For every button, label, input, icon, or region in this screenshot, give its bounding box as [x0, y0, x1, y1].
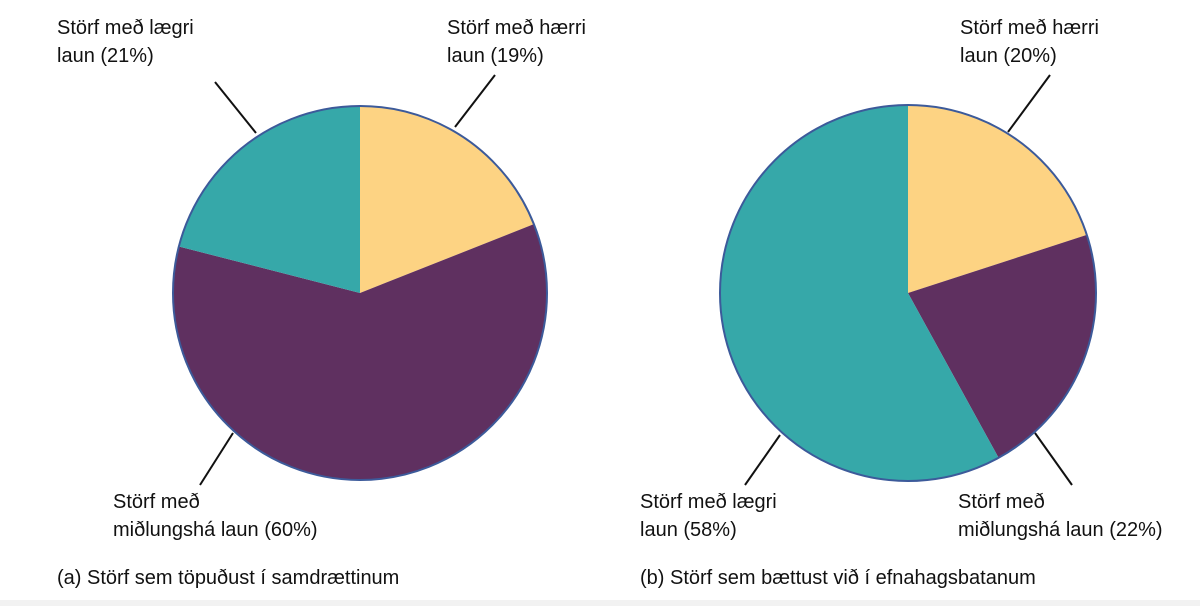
pie-slice: [908, 234, 1096, 458]
leader-line: [214, 81, 257, 134]
chart-caption: (b) Störf sem bættust við í efnahagsbata…: [640, 566, 1036, 590]
slice-label: Störf með lægri laun (58%): [640, 488, 777, 544]
caption-text: (a) Störf sem töpuðust í samdrættinum: [57, 567, 400, 589]
value-label: (60%): [264, 519, 318, 541]
leader-line: [1007, 74, 1051, 133]
slice-label: Störf með miðlungshá laun (22%): [958, 488, 1163, 544]
pie-slice: [908, 105, 1087, 293]
pie-slice: [360, 106, 534, 293]
category-name: Störf með hærri laun: [960, 17, 1099, 67]
slice-label: Störf með hærri laun (19%): [447, 14, 586, 70]
value-label: (19%): [490, 45, 544, 67]
bottom-strip: [0, 600, 1200, 606]
value-label: (21%): [100, 45, 154, 67]
value-label: (22%): [1109, 519, 1163, 541]
pie-outline: [719, 104, 1097, 482]
value-label: (20%): [1003, 45, 1057, 67]
pie-slice: [173, 224, 548, 480]
leader-line: [744, 434, 781, 486]
caption-text: (b) Störf sem bættust við í efnahagsbata…: [640, 567, 1036, 589]
category-name: Störf með miðlungshá laun: [958, 491, 1104, 541]
category-name: Störf með lægri laun: [57, 17, 194, 67]
chart-caption: (a) Störf sem töpuðust í samdrættinum: [57, 566, 399, 590]
slice-label: Störf með lægri laun (21%): [57, 14, 194, 70]
leader-line: [199, 432, 234, 486]
category-name: Störf með miðlungshá laun: [113, 491, 259, 541]
category-name: Störf með lægri laun: [640, 491, 777, 541]
slice-label: Störf með miðlungshá laun (60%): [113, 488, 318, 544]
value-label: (58%): [683, 519, 737, 541]
slice-label: Störf með hærri laun (20%): [960, 14, 1099, 70]
leader-line: [1034, 432, 1073, 486]
leader-line: [454, 74, 496, 128]
pie-slice: [178, 106, 360, 293]
category-name: Störf með hærri laun: [447, 17, 586, 67]
pie-slice: [720, 105, 999, 481]
pie-outline: [172, 105, 548, 481]
